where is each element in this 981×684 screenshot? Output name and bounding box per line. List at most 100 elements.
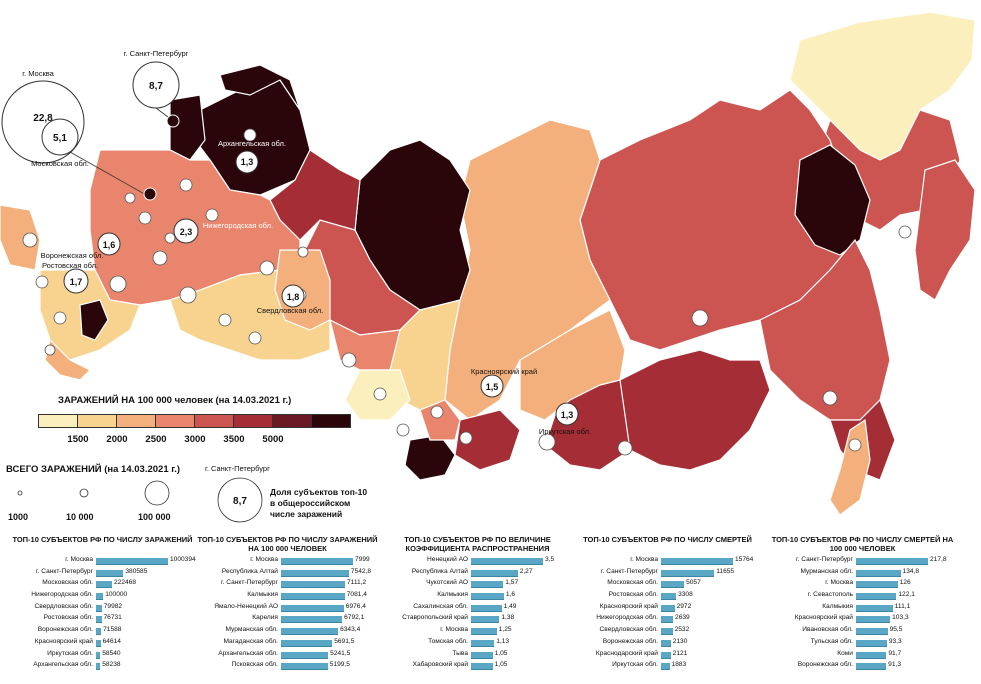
rostov-bubble [63, 268, 89, 294]
chart-bar [96, 558, 168, 565]
callout-value-krasnoyarsk: 1,5 [486, 382, 499, 392]
chart-bar [856, 581, 898, 589]
chart-category-label: Ростовская обл. [43, 614, 93, 622]
chart-value-label: 103,3 [892, 614, 909, 622]
chart-row: Иркутская обл. 1883 [575, 660, 760, 672]
region-altai [404, 434, 456, 481]
chart-bar [281, 628, 339, 636]
color-scale-swatch [38, 414, 78, 428]
chart-row: г. Москва 126 [770, 578, 955, 590]
callout-label-sverdlovsk: Свердловская обл. [257, 306, 324, 315]
top10-deaths-per100k-panel: ТОП-10 СУБЪЕКТОВ РФ ПО ЧИСЛУ СМЕРТЕЙ НА … [770, 535, 955, 672]
color-scale-swatch [194, 414, 234, 428]
callouts: 22,8 5,1 8,7 1,3 2,3 1,6 1,7 1,8 1,5 1,3… [1, 49, 591, 436]
chart-row: Сахалинская обл. 1,49 [385, 602, 570, 614]
chart-title: ТОП-10 СУБЪЕКТОВ РФ ПО ЧИСЛУ СМЕРТЕЙ [583, 535, 752, 544]
chart-row: Магаданская обл. 5691,5 [195, 637, 380, 649]
chart-row: г. Москва 1000394 [10, 555, 196, 567]
region-kamchatka [914, 159, 976, 301]
chart-row: Коми 91,7 [770, 649, 955, 661]
chart-category-label: Псковская обл. [231, 661, 278, 669]
chart-category-label: Ненецкий АО [427, 556, 468, 563]
chart-value-label: 7999 [355, 556, 370, 563]
chart-row: г. Севастополь 122,1 [770, 590, 955, 602]
chart-value-label: 1,6 [505, 591, 516, 599]
chart-bar [96, 651, 101, 659]
chart-value-label: 79982 [103, 602, 123, 610]
chart-bar [471, 616, 500, 624]
chart-value-label: 100000 [105, 591, 128, 599]
color-scale-swatch [155, 414, 195, 428]
chart-bar [96, 663, 101, 671]
chart-category-label: Воронежская обл. [797, 661, 853, 669]
chart-value-label: 76731 [103, 614, 122, 622]
chart-bar [856, 663, 887, 671]
chart-bar [471, 558, 543, 565]
chart-category-label: Сахалинская обл. [413, 602, 468, 610]
chart-category-label: Ивановская обл. [802, 626, 853, 634]
chart-bar [96, 593, 104, 601]
chart-bar [281, 558, 353, 565]
region-khabarovsk [794, 144, 871, 256]
bubble [124, 192, 136, 204]
chart-bar [471, 569, 518, 577]
chart-category-label: Иркутская обл. [612, 661, 658, 669]
krasnoyarsk-bubble [480, 374, 504, 398]
callout-value-moscow: 22,8 [33, 113, 53, 124]
map-regions [0, 11, 976, 516]
chart-value-label: 1,49 [503, 602, 517, 610]
voronezh-bubble [97, 232, 121, 256]
chart-row: г. Санкт-Петербург 217,8 [770, 555, 955, 567]
chart-row: Псковская обл. 5199,5 [195, 660, 380, 672]
chart-bar [96, 604, 102, 612]
top10-deaths-panel: ТОП-10 СУБЪЕКТОВ РФ ПО ЧИСЛУ СМЕРТЕЙ г. М… [575, 535, 760, 672]
callout-value-irkutsk: 1,3 [561, 410, 574, 420]
color-scale-tick: 5000 [262, 434, 284, 445]
bubble [617, 440, 633, 456]
color-scale-swatch [233, 414, 273, 428]
top10-infections-panel: ТОП-10 СУБЪЕКТОВ РФ ПО ЧИСЛУ ЗАРАЖЕНИЙ г.… [10, 535, 196, 672]
chart-value-label: 2532 [674, 626, 690, 634]
share-legend-value: 8,7 [233, 496, 247, 507]
chart-value-label: 7542,8 [350, 567, 372, 575]
color-scale-tick: 2000 [106, 434, 128, 445]
chart-bar [471, 663, 493, 671]
share-legend-city: г. Санкт-Петербург [205, 464, 270, 473]
chart-value-label: 1,13 [496, 637, 510, 645]
chart-value-label: 6976,4 [345, 602, 366, 610]
chart-row: Свердловская обл. 79982 [10, 602, 195, 614]
chart-category-label: Иркутская обл. [47, 649, 93, 657]
chart-category-label: Калмыкия [437, 591, 468, 599]
chart-bar [96, 581, 112, 589]
size-legend-100000-circle [144, 480, 170, 506]
chart-category-label: Мурманская обл. [225, 626, 278, 634]
chart-bar [96, 628, 102, 636]
chart-value-label: 58238 [102, 661, 121, 669]
chart-category-label: Ямало-Ненецкий АО [214, 602, 278, 610]
chart-bar [856, 616, 891, 624]
callout-label-nizhny: Нижегородская обл. [203, 221, 273, 230]
chart-bar [281, 581, 345, 589]
chart-bar [281, 663, 328, 671]
chart-category-label: Красноярский край [794, 614, 853, 622]
color-scale-swatch [311, 414, 351, 428]
chart-value-label: 2,27 [519, 567, 533, 575]
top10-infections-per100k-panel: ТОП-10 СУБЪЕКТОВ РФ ПО ЧИСЛУ ЗАРАЖЕНИЙ Н… [195, 535, 380, 672]
size-legend-label-1000: 1000 [8, 512, 29, 522]
chart-row: Томская обл. 1,13 [385, 637, 570, 649]
size-legend-bubbles [17, 477, 263, 523]
chart-category-label: Мурманская обл. [800, 567, 853, 575]
callout-label-voronezh: Воронежская обл. [41, 251, 104, 260]
chart-row: г. Санкт-Петербург 7111,2 [195, 578, 380, 590]
size-legend-label-10000: 10 000 [66, 512, 94, 522]
chart-value-label: 380585 [125, 567, 148, 575]
bubble [297, 246, 309, 258]
chart-row: Республика Алтай 2,27 [385, 567, 570, 579]
chart-bar [661, 663, 670, 671]
callout-label-irkutsk: Иркутская обл. [539, 427, 591, 436]
chart-bar [471, 604, 502, 612]
callout-label-rostov: Ростовская обл. [42, 261, 98, 270]
callout-value-moscow-oblast: 5,1 [53, 133, 67, 144]
